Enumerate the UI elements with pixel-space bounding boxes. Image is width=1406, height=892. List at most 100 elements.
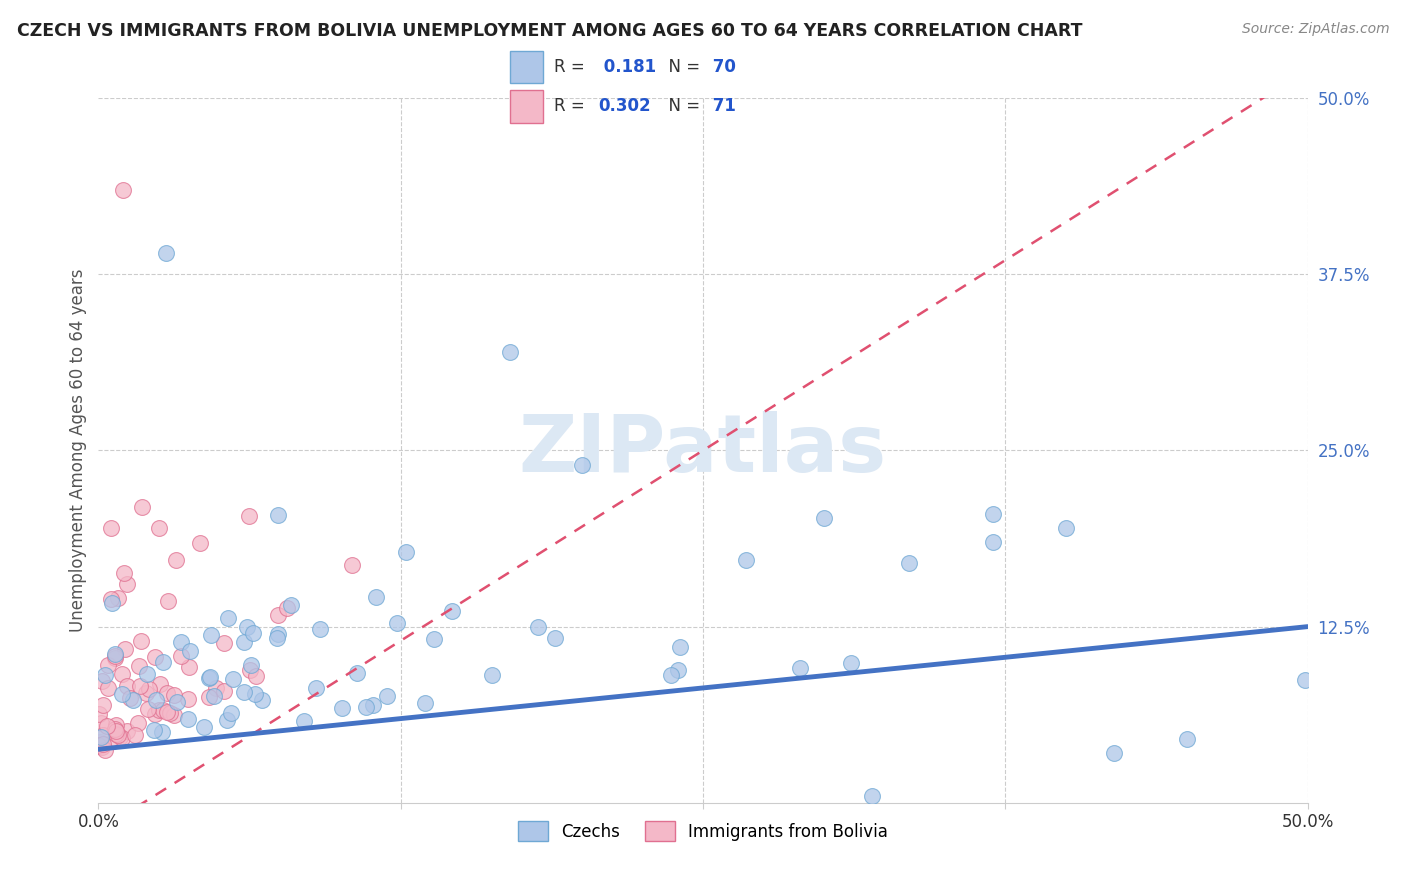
Point: [198, 690, 221, 704]
Point: [245, 687, 267, 701]
Point: [179, 644, 201, 658]
Point: [118, 691, 141, 706]
Point: [91, 698, 114, 712]
Point: [659, 667, 682, 681]
Point: [177, 712, 200, 726]
Point: [107, 591, 129, 606]
Point: [212, 636, 235, 650]
Point: [163, 689, 186, 703]
Point: [91, 728, 114, 742]
Text: R =: R =: [554, 97, 591, 115]
Point: [188, 536, 211, 550]
Point: [1102, 747, 1125, 761]
Point: [128, 659, 150, 673]
Point: [93, 668, 115, 682]
Point: [149, 676, 172, 690]
Point: [366, 590, 388, 604]
Point: [395, 545, 418, 559]
Point: [104, 723, 127, 737]
Point: [354, 700, 377, 714]
Point: [104, 727, 127, 741]
Point: [90, 715, 112, 730]
Point: [239, 663, 262, 677]
Point: [1294, 673, 1316, 688]
Point: [122, 693, 145, 707]
Point: [150, 724, 173, 739]
Text: N =: N =: [658, 58, 700, 76]
Point: [127, 715, 149, 730]
Point: [734, 553, 756, 567]
Point: [111, 183, 134, 197]
Point: [148, 521, 170, 535]
Point: [217, 611, 239, 625]
Bar: [510, 90, 543, 122]
Point: [89, 735, 111, 749]
Point: [267, 607, 290, 622]
Point: [267, 508, 290, 523]
Point: [142, 723, 165, 738]
Point: [981, 535, 1004, 549]
Point: [91, 674, 114, 689]
Point: [860, 789, 883, 803]
Point: [104, 647, 127, 661]
Point: [170, 648, 193, 663]
Text: 70: 70: [707, 58, 737, 76]
Point: [276, 601, 298, 615]
Point: [159, 706, 181, 721]
Point: [330, 700, 353, 714]
Point: [87, 707, 110, 722]
Point: [222, 673, 245, 687]
Point: [217, 714, 239, 728]
Point: [100, 521, 122, 535]
Point: [129, 679, 152, 693]
Point: [245, 669, 267, 683]
Point: [309, 622, 332, 636]
Point: [136, 702, 159, 716]
Point: [266, 627, 288, 641]
Text: CZECH VS IMMIGRANTS FROM BOLIVIA UNEMPLOYMENT AMONG AGES 60 TO 64 YEARS CORRELAT: CZECH VS IMMIGRANTS FROM BOLIVIA UNEMPLO…: [17, 22, 1083, 40]
Point: [242, 626, 264, 640]
Text: Source: ZipAtlas.com: Source: ZipAtlas.com: [1241, 22, 1389, 37]
Point: [219, 706, 242, 721]
Point: [112, 566, 135, 580]
Point: [111, 688, 134, 702]
Y-axis label: Unemployment Among Ages 60 to 64 years: Unemployment Among Ages 60 to 64 years: [69, 268, 87, 632]
Point: [200, 628, 222, 642]
Point: [200, 670, 222, 684]
Point: [87, 738, 110, 752]
Point: [104, 648, 127, 663]
Point: [115, 723, 138, 738]
Point: [117, 577, 139, 591]
Point: [152, 655, 174, 669]
Point: [232, 634, 254, 648]
Point: [155, 246, 177, 260]
Point: [111, 731, 134, 745]
Legend: Czechs, Immigrants from Bolivia: Czechs, Immigrants from Bolivia: [512, 814, 894, 847]
Point: [363, 698, 385, 713]
Point: [157, 594, 180, 608]
Text: 0.181: 0.181: [598, 58, 657, 76]
Point: [981, 507, 1004, 521]
Point: [152, 703, 174, 717]
Point: [668, 640, 690, 654]
Point: [105, 723, 128, 738]
Point: [1175, 732, 1198, 747]
Point: [543, 631, 565, 645]
Point: [156, 686, 179, 700]
Point: [91, 740, 114, 755]
Point: [292, 714, 315, 728]
Point: [143, 649, 166, 664]
Point: [135, 685, 157, 699]
Point: [571, 458, 593, 472]
Point: [413, 696, 436, 710]
Point: [197, 671, 219, 685]
Point: [97, 681, 120, 695]
Point: [169, 635, 191, 649]
Text: R =: R =: [554, 58, 591, 76]
Point: [205, 681, 228, 695]
Point: [91, 737, 114, 751]
Text: ZIPatlas: ZIPatlas: [519, 411, 887, 490]
Point: [239, 658, 262, 673]
Point: [148, 703, 170, 717]
Point: [387, 616, 409, 631]
